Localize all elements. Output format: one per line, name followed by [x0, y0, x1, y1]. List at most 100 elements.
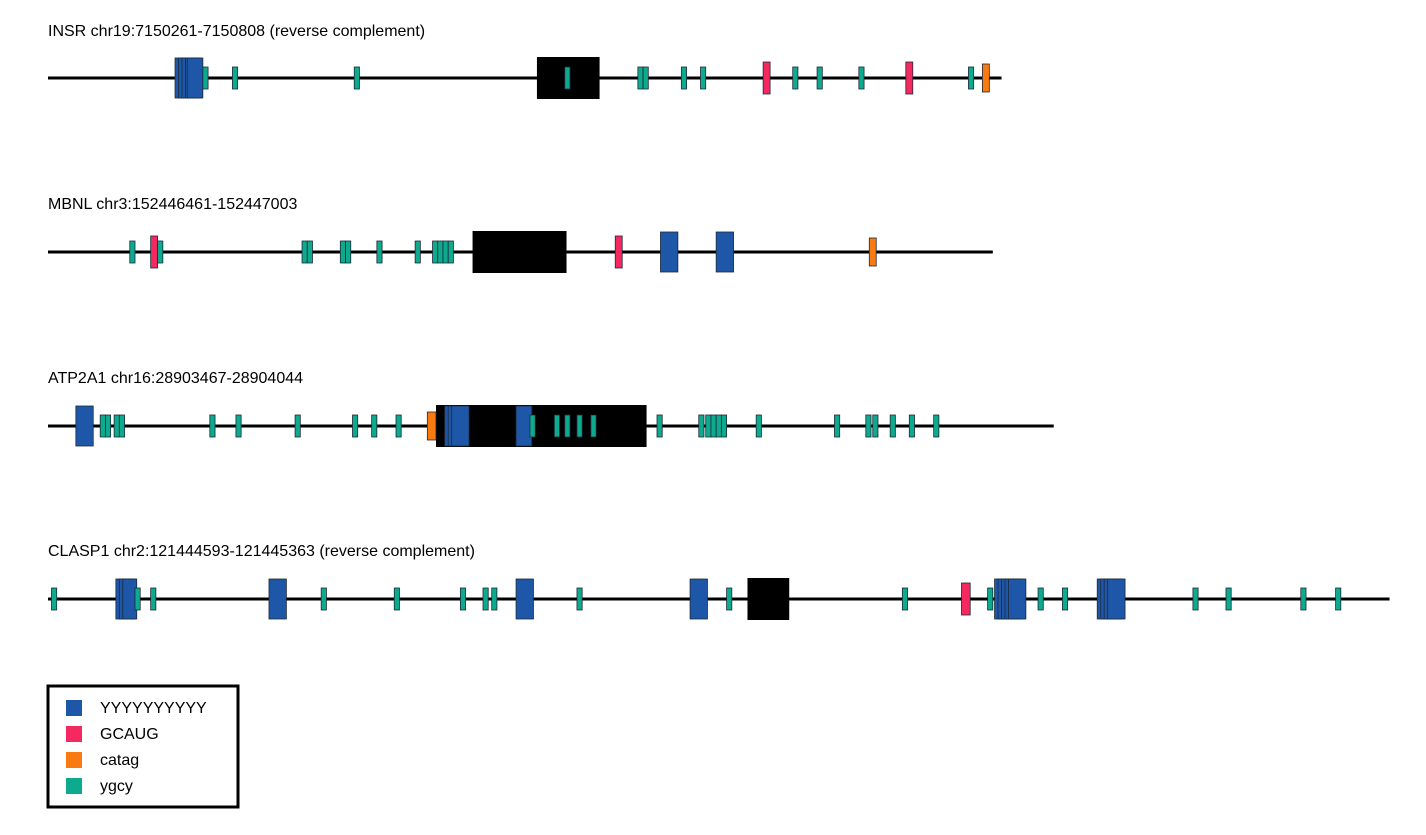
motif-catag: [426, 411, 437, 441]
track-body-atp2a1: [48, 405, 1054, 447]
motif-ygcy: [352, 414, 359, 438]
exon-block: [436, 405, 647, 447]
motif-ygcy: [987, 587, 994, 611]
motif-gcaug: [905, 61, 914, 95]
motif-ygcy: [345, 240, 352, 264]
motif-ygcy: [1037, 587, 1044, 611]
motif-ygcy: [792, 66, 799, 90]
motif-gcaug: [614, 235, 623, 269]
motif-ygcy: [447, 240, 454, 264]
motif-ygcy: [353, 66, 360, 90]
track-title-clasp1: CLASP1 chr2:121444593-121445363 (reverse…: [48, 543, 475, 560]
motif-ygcy: [235, 414, 242, 438]
motif-y10: [715, 231, 734, 273]
motif-ygcy: [834, 414, 841, 438]
motif-ygcy: [642, 66, 649, 90]
motif-ygcy: [1335, 587, 1342, 611]
motif-y10: [1107, 578, 1126, 620]
track-body-insr: [48, 57, 1002, 99]
motif-ygcy: [320, 587, 327, 611]
track-title-atp2a1: ATP2A1 chr16:28903467-28904044: [48, 370, 303, 387]
motif-catag: [981, 63, 990, 93]
motif-ygcy: [414, 240, 421, 264]
motif-ygcy: [726, 587, 733, 611]
motif-ygcy: [51, 587, 58, 611]
motif-ygcy: [113, 414, 120, 438]
motif-ygcy: [157, 240, 164, 264]
motif-ygcy: [656, 414, 663, 438]
motif-ygcy: [99, 414, 106, 438]
motif-ygcy: [553, 414, 560, 438]
track-body-clasp1: [48, 578, 1390, 620]
legend-label-catag: catag: [100, 752, 139, 769]
motif-y10: [660, 231, 679, 273]
track-body-mbnl: [48, 231, 993, 273]
motif-ygcy: [437, 240, 444, 264]
motif-ygcy: [710, 414, 717, 438]
motif-ygcy: [698, 414, 705, 438]
motif-ygcy: [371, 414, 378, 438]
motif-ygcy: [393, 587, 400, 611]
legend: YYYYYYYYYY GCAUG catag ygcy: [46, 684, 240, 809]
motif-ygcy: [118, 414, 125, 438]
motif-ygcy: [209, 414, 216, 438]
motif-ygcy: [576, 414, 583, 438]
motif-ygcy: [865, 414, 872, 438]
exon-block: [472, 231, 567, 273]
motif-ygcy: [491, 587, 498, 611]
motif-ygcy: [933, 414, 940, 438]
motif-ygcy: [442, 240, 449, 264]
motif-y10: [1008, 578, 1027, 620]
legend-label-ygcy: ygcy: [100, 778, 133, 795]
motif-ygcy: [755, 414, 762, 438]
motif-y10: [268, 578, 287, 620]
motif-ygcy: [705, 414, 712, 438]
motif-ygcy: [901, 587, 908, 611]
motif-y10: [186, 57, 204, 99]
motif-ygcy: [339, 240, 346, 264]
motif-ygcy: [1225, 587, 1232, 611]
motif-ygcy: [395, 414, 402, 438]
motif-ygcy: [105, 414, 112, 438]
motif-ygcy: [301, 240, 308, 264]
motif-ygcy: [816, 66, 823, 90]
motif-gcaug: [150, 235, 159, 269]
track-atp2a1: ATP2A1 chr16:28903467-28904044: [48, 370, 1054, 447]
motif-ygcy: [129, 240, 136, 264]
motif-ygcy: [564, 66, 571, 90]
motif-ygcy: [482, 587, 489, 611]
motif-ygcy: [134, 587, 141, 611]
motif-ygcy: [232, 66, 239, 90]
motif-y10: [515, 578, 534, 620]
exon-block: [747, 578, 790, 620]
motif-ygcy: [720, 414, 728, 438]
motif-ygcy: [700, 66, 707, 90]
motif-ygcy: [529, 414, 536, 438]
motif-ygcy: [1062, 587, 1069, 611]
motif-ygcy: [576, 587, 583, 611]
track-title-insr: INSR chr19:7150261-7150808 (reverse comp…: [48, 23, 425, 40]
track-clasp1: CLASP1 chr2:121444593-121445363 (reverse…: [48, 543, 1390, 620]
motif-y10: [689, 578, 708, 620]
motif-ygcy: [908, 414, 915, 438]
motif-ygcy: [889, 414, 896, 438]
motif-ygcy: [1300, 587, 1307, 611]
track-insr: INSR chr19:7150261-7150808 (reverse comp…: [48, 23, 1002, 99]
legend-label-y10: YYYYYYYYYY: [100, 700, 207, 717]
legend-label-gcaug: GCAUG: [100, 726, 159, 743]
motif-ygcy: [590, 414, 597, 438]
motif-ygcy: [294, 414, 301, 438]
motif-ygcy: [872, 414, 879, 438]
motif-ygcy: [858, 66, 865, 90]
motif-ygcy: [306, 240, 313, 264]
motif-catag: [868, 237, 877, 267]
motif-ygcy: [1192, 587, 1199, 611]
motif-ygcy: [432, 240, 439, 264]
motif-ygcy: [968, 66, 975, 90]
motif-ygcy: [715, 414, 722, 438]
motif-gcaug: [961, 582, 971, 616]
track-mbnl: MBNL chr3:152446461-152447003: [48, 196, 993, 273]
motif-ygcy: [564, 414, 571, 438]
legend-swatch-gcaug: [66, 726, 82, 742]
legend-swatch-catag: [66, 752, 82, 768]
